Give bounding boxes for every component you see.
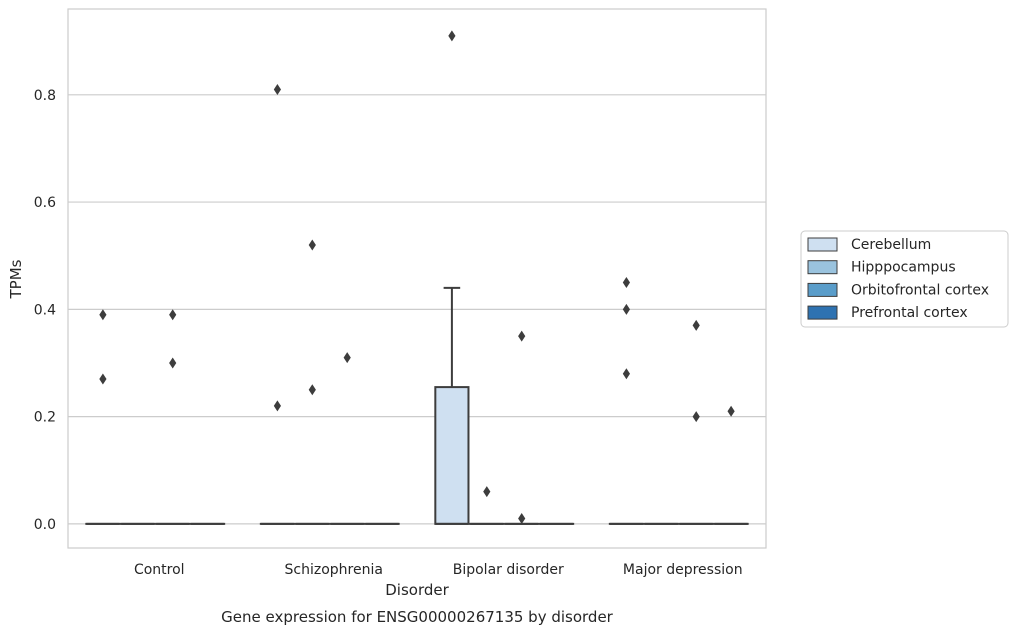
- box-prefrontal-cortex: [713, 405, 749, 525]
- y-tick-label: 0.2: [34, 410, 56, 426]
- chart-title: Gene expression for ENSG00000267135 by d…: [221, 608, 614, 626]
- outlier-point: [343, 352, 351, 364]
- outlier-point: [622, 303, 630, 315]
- box-orbitofrontal-cortex: [504, 330, 540, 525]
- outlier-point: [448, 30, 456, 42]
- x-tick-label: Schizophrenia: [285, 562, 383, 578]
- plot-frame: [67, 8, 767, 549]
- y-tick-label: 0.4: [34, 302, 56, 318]
- y-axis-ticks: 0.0 0.2 0.4 0.6 0.8: [34, 88, 56, 533]
- y-tick-label: 0.6: [34, 195, 56, 211]
- legend-swatch: [807, 260, 838, 275]
- outlier-point: [483, 486, 491, 498]
- y-tick-label: 0.0: [34, 517, 56, 533]
- outlier-point: [169, 357, 177, 369]
- outlier-point: [692, 319, 700, 331]
- outlier-point: [692, 411, 700, 423]
- y-axis-label: TPMs: [7, 259, 25, 299]
- box-cerebellum: [259, 83, 295, 525]
- outlier-point: [727, 405, 735, 417]
- x-tick-label: Control: [134, 562, 185, 578]
- box-plot-area: [85, 30, 749, 525]
- legend-frame: [800, 230, 1009, 328]
- outlier-point: [518, 513, 526, 525]
- legend-label: Cerebellum: [851, 237, 931, 253]
- outlier-point: [622, 368, 630, 380]
- box-orbitofrontal-cortex: [329, 352, 365, 525]
- outlier-point: [273, 83, 281, 95]
- legend-swatch: [807, 305, 838, 320]
- legend-swatch: [807, 237, 838, 252]
- legend: Cerebellum Hipppocampus Orbitofrontal cort…: [800, 230, 1009, 328]
- legend-label: Hipppocampus: [851, 260, 956, 276]
- box-body: [434, 386, 470, 525]
- box-hipppocampus: [294, 239, 330, 525]
- box-hipppocampus: [469, 486, 505, 525]
- box-cerebellum: [85, 309, 121, 525]
- box-cerebellum: [608, 277, 644, 525]
- x-tick-label: Bipolar disorder: [453, 562, 564, 578]
- legend-label: Orbitofrontal cortex: [851, 282, 989, 298]
- x-tick-label: Major depression: [623, 562, 743, 578]
- legend-label: Prefrontal cortex: [851, 305, 968, 321]
- outlier-point: [99, 373, 107, 385]
- outlier-point: [518, 330, 526, 342]
- legend-swatch: [807, 282, 838, 297]
- outlier-point: [308, 239, 316, 251]
- box-orbitofrontal-cortex: [155, 309, 191, 525]
- outlier-point: [99, 309, 107, 321]
- outlier-point: [169, 309, 177, 321]
- x-axis-label: Disorder: [385, 581, 449, 599]
- x-axis-ticks: Control Schizophrenia Bipolar disorder Majo…: [134, 562, 743, 578]
- box-orbitofrontal-cortex: [678, 319, 714, 525]
- y-tick-label: 0.8: [34, 88, 56, 104]
- outlier-point: [308, 384, 316, 396]
- outlier-point: [622, 277, 630, 289]
- outlier-point: [273, 400, 281, 412]
- box-cerebellum: [434, 30, 470, 525]
